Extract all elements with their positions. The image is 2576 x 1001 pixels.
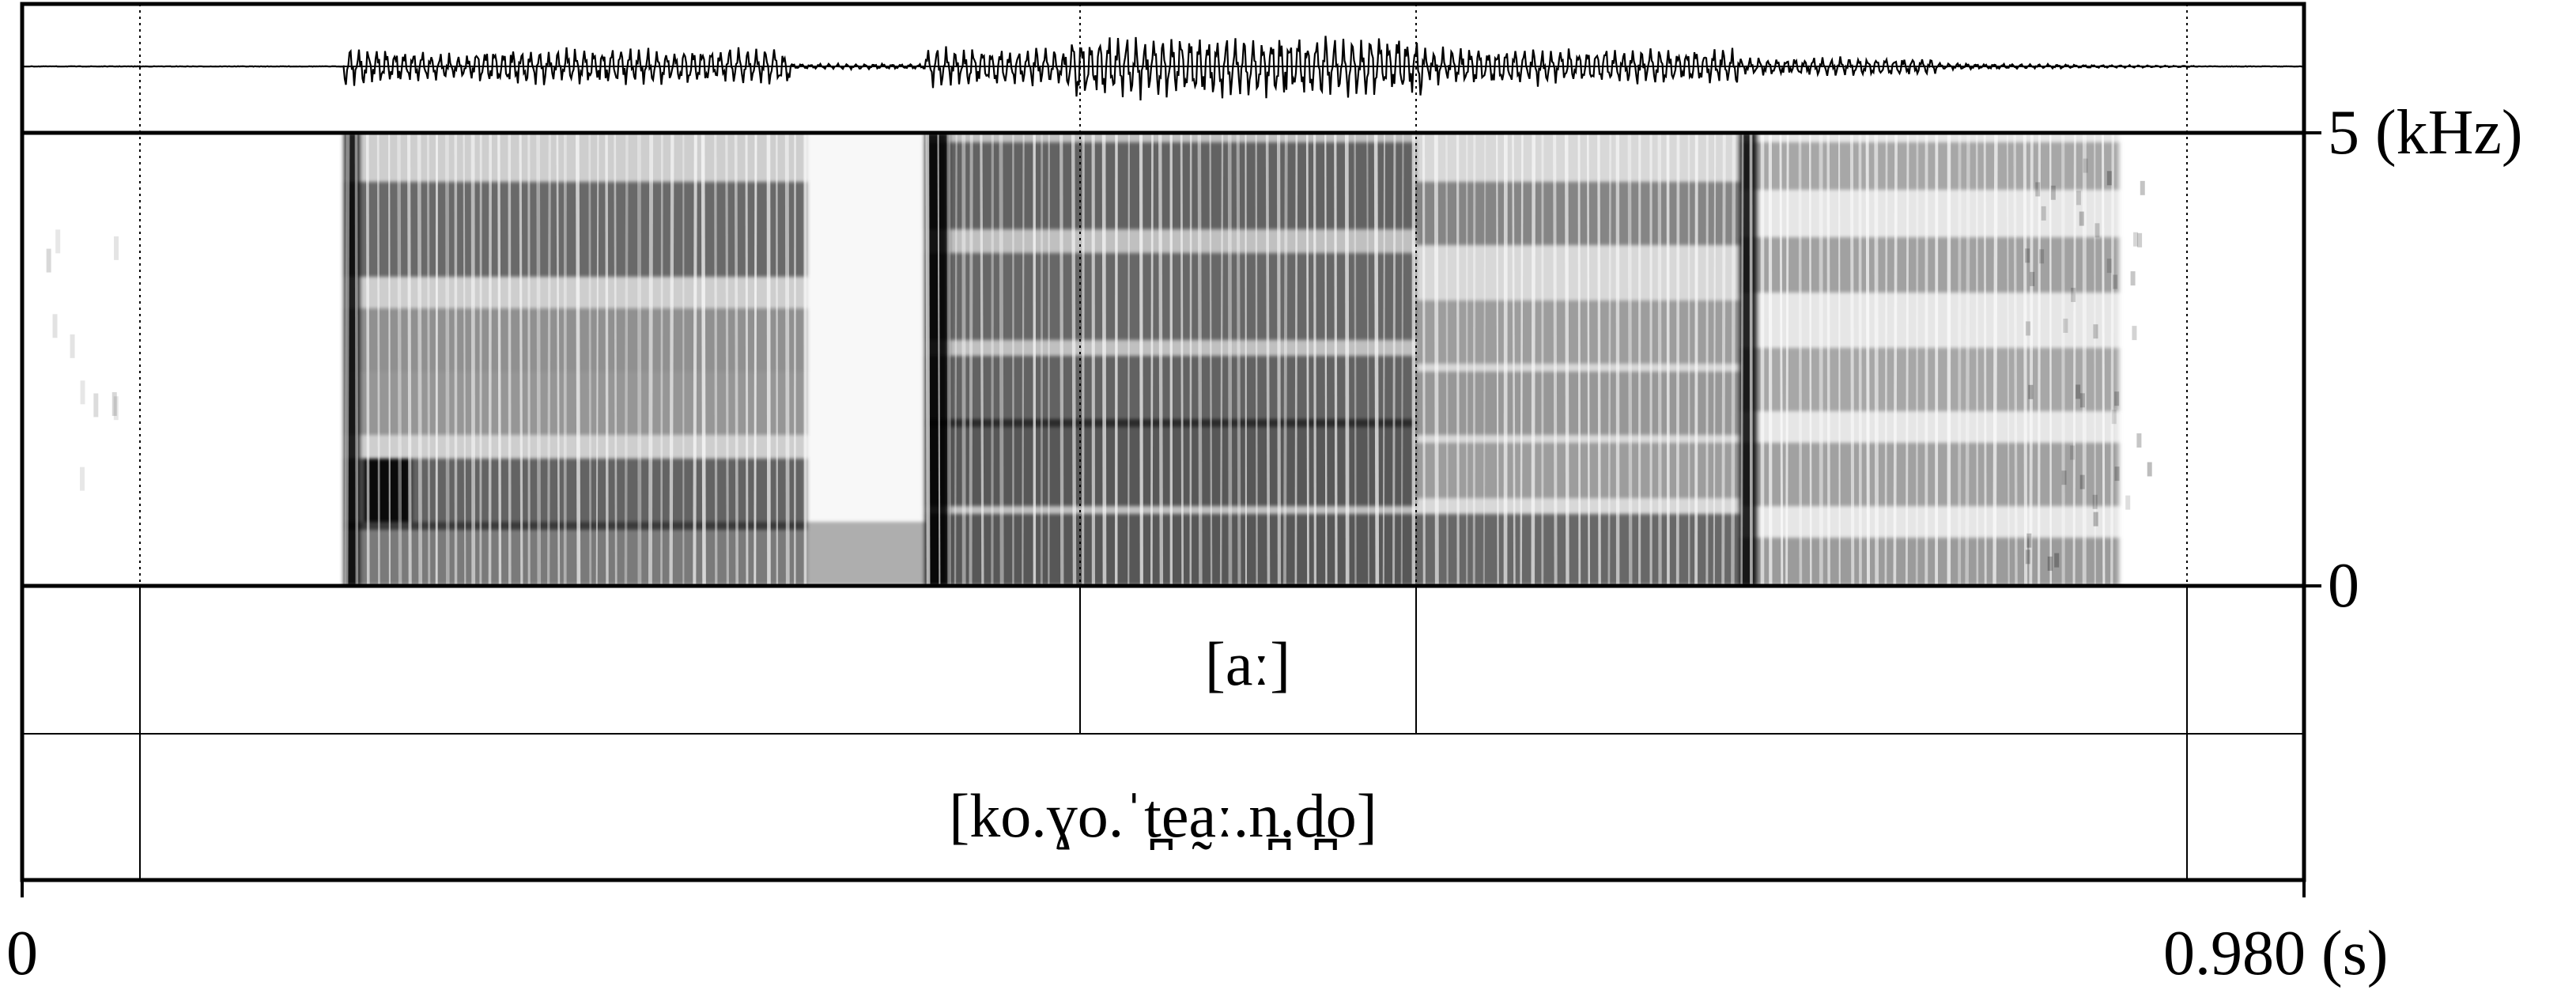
- frequency-label-top: 5 (kHz): [2328, 98, 2523, 168]
- time-axis: 0 0.980 (s): [6, 880, 2388, 988]
- vowel-tier-label: [aː]: [1205, 629, 1290, 698]
- time-label-end: 0.980 (s): [2163, 919, 2388, 988]
- frequency-axis: 5 (kHz) 0: [2304, 98, 2523, 621]
- waveform-trace: [21, 36, 2304, 100]
- time-label-start: 0: [6, 919, 38, 988]
- boundary-guides: [139, 4, 2188, 586]
- waveform: [21, 36, 2304, 100]
- word-tier-label: [ko.ɣo.ˈt̪ea̰ː.n̪.d̪o]: [949, 781, 1377, 851]
- tier-boundaries: [139, 586, 2188, 880]
- frequency-label-bottom: 0: [2328, 551, 2359, 621]
- spectrogram: [46, 133, 2152, 586]
- outer-frame: [20, 2, 2306, 882]
- panel-frames: [20, 2, 2306, 882]
